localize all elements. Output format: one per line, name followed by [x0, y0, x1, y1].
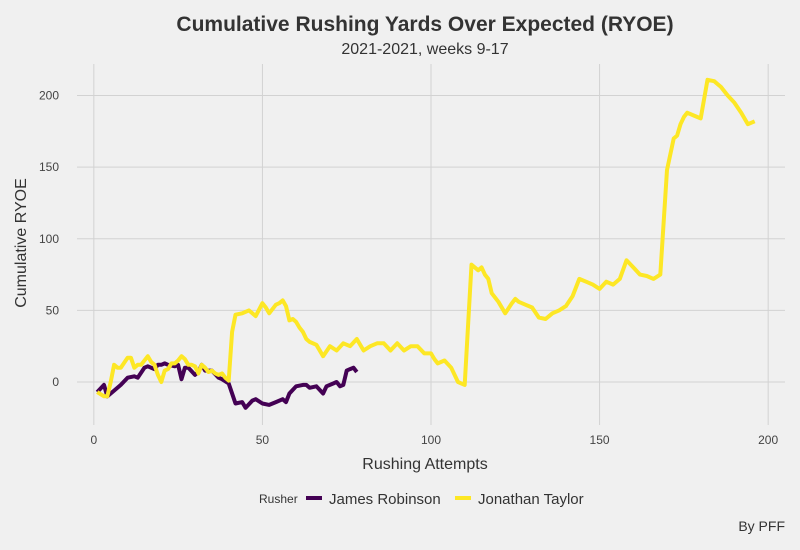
- x-tick-label-150: 150: [590, 433, 610, 447]
- legend-label-jonathan-taylor: Jonathan Taylor: [478, 491, 584, 508]
- x-tick-label-100: 100: [421, 433, 441, 447]
- y-tick-label-0: 0: [52, 375, 59, 389]
- series-line-james-robinson: [95, 361, 359, 410]
- x-tick-label-0: 0: [91, 433, 98, 447]
- y-tick-label-150: 150: [39, 160, 59, 174]
- chart-caption: By PFF: [738, 518, 785, 534]
- x-tick-label-200: 200: [758, 433, 778, 447]
- y-axis-title: Cumulative RYOE: [13, 178, 30, 308]
- legend-label-james-robinson: James Robinson: [329, 491, 441, 508]
- series-line-jonathan-taylor: [96, 77, 756, 399]
- y-tick-labels: 0 50 100 150 200: [39, 89, 59, 390]
- chart-title: Cumulative Rushing Yards Over Expected (…: [176, 13, 673, 36]
- x-gridlines: [93, 64, 769, 425]
- x-axis-title: Rushing Attempts: [362, 456, 487, 473]
- legend: Rusher James Robinson Jonathan Taylor: [259, 491, 584, 508]
- x-tick-labels: 0 50 100 150 200: [91, 433, 779, 447]
- x-tick-label-50: 50: [256, 433, 270, 447]
- y-tick-label-100: 100: [39, 232, 59, 246]
- chart-subtitle: 2021-2021, weeks 9-17: [341, 41, 508, 58]
- series-lines: [95, 77, 756, 410]
- legend-title: Rusher: [259, 492, 298, 506]
- y-tick-label-200: 200: [39, 89, 59, 103]
- y-tick-label-50: 50: [46, 303, 60, 317]
